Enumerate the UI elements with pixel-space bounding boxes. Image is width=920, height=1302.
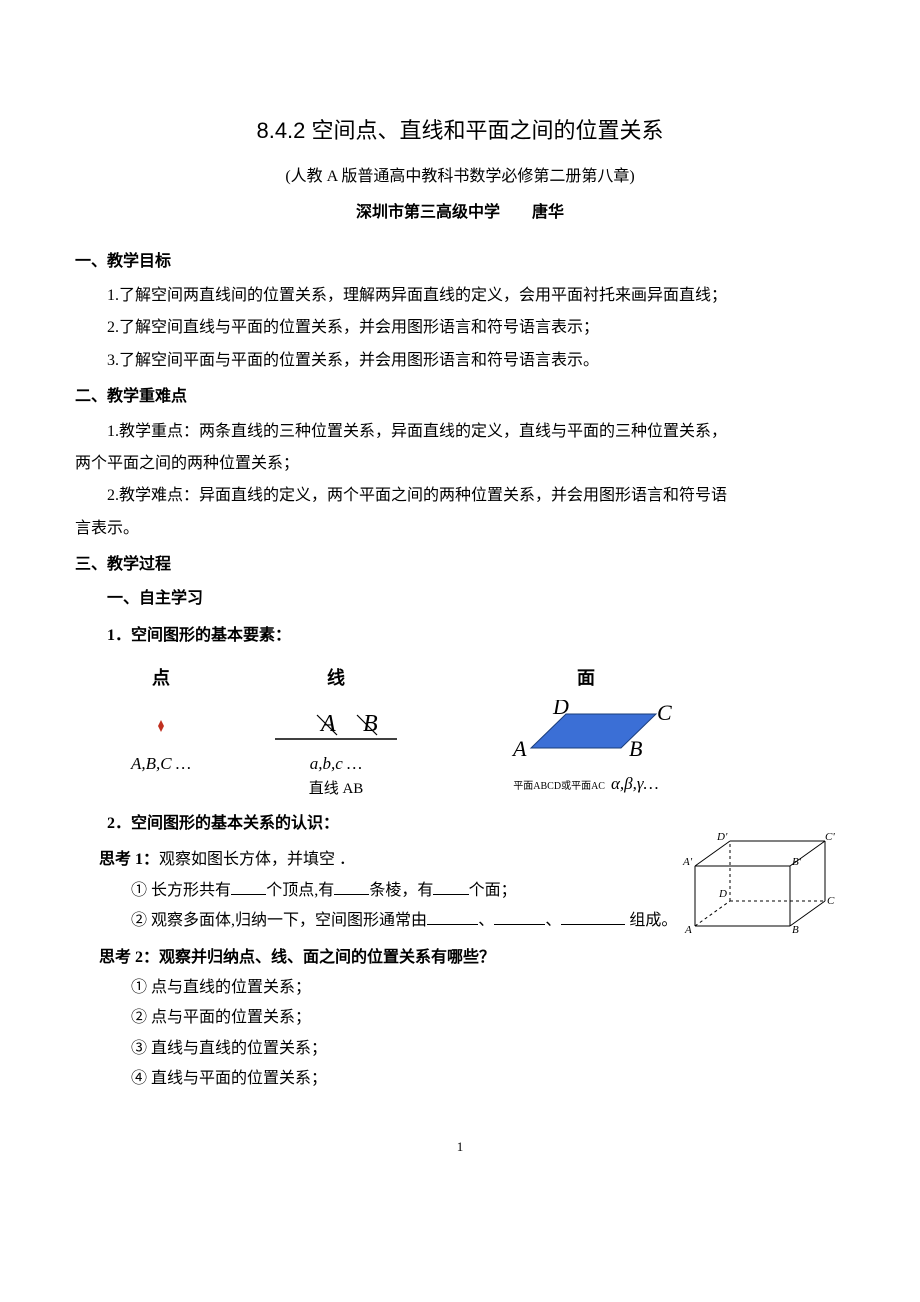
think2-label: 思考 2： <box>99 949 159 966</box>
relation-4: ④ 直线与平面的位置关系； <box>131 1064 845 1094</box>
svg-text:B': B' <box>792 856 802 868</box>
point-icon <box>151 716 171 736</box>
doc-author: 深圳市第三高级中学 唐华 <box>75 198 845 228</box>
blank-comp1 <box>427 909 478 925</box>
blank-vertices <box>231 879 266 895</box>
line-sub2: 直线 AB <box>271 780 401 800</box>
element-plane: 面 A B C D 平面ABCD或平面AC α,β,γ… <box>491 661 681 795</box>
svg-text:A: A <box>511 736 527 761</box>
line-figure: A B <box>271 703 401 749</box>
doc-title: 8.4.2 空间点、直线和平面之间的位置关系 <box>75 110 845 152</box>
think1-text: 观察如图长方体，并填空 ． <box>159 851 355 868</box>
plane-icon: A B C D <box>491 700 681 772</box>
svg-text:C: C <box>657 700 672 725</box>
thinking-1: A B C D A' B' C' D' 思考 1：观察如图长方体，并填空 ． <box>99 845 845 875</box>
basic-elements-row: 点 A,B,C … 线 A B a,b,c … 直线 AB 面 A <box>131 661 845 799</box>
sec2-p1: 1.教学重点：两条直线的三种位置关系，异面直线的定义，直线与平面的三种位置关系， <box>75 417 845 447</box>
relation-1: ① 点与直线的位置关系； <box>131 973 845 1003</box>
svg-text:A: A <box>319 711 336 737</box>
relation-2: ② 点与平面的位置关系； <box>131 1003 845 1033</box>
svg-text:A: A <box>684 924 692 936</box>
svg-text:D: D <box>552 700 569 719</box>
point-sub: A,B,C … <box>131 753 191 775</box>
blank-comp2 <box>494 909 545 925</box>
sec3-sub1: 一、自主学习 <box>107 584 845 614</box>
plane-title: 面 <box>491 661 681 695</box>
blank-faces <box>433 879 468 895</box>
line-sub1: a,b,c … <box>271 753 401 775</box>
svg-text:C': C' <box>825 831 835 843</box>
blank-edges <box>334 879 369 895</box>
sec1-p2: 2.了解空间直线与平面的位置关系，并会用图形语言和符号语言表示； <box>75 313 845 343</box>
point-title: 点 <box>131 661 191 695</box>
line-icon: A B <box>271 703 401 749</box>
point-figure <box>131 703 191 749</box>
relation-3: ③ 直线与直线的位置关系； <box>131 1034 845 1064</box>
svg-text:C: C <box>827 895 835 907</box>
section-1-head: 一、教学目标 <box>75 247 845 277</box>
think2-text: 观察并归纳点、线、面之间的位置关系有哪些？ <box>159 949 495 966</box>
cuboid-figure: A B C D A' B' C' D' <box>675 831 835 952</box>
plane-figure: A B C D <box>491 703 681 769</box>
sec2-p2: 2.教学难点：异面直线的定义，两个平面之间的两种位置关系，并会用图形语言和符号语 <box>75 481 845 511</box>
thinking-2: 思考 2：观察并归纳点、线、面之间的位置关系有哪些？ <box>99 943 845 973</box>
element-line: 线 A B a,b,c … 直线 AB <box>271 661 401 799</box>
svg-text:B: B <box>629 736 642 761</box>
page-number: 1 <box>75 1135 845 1160</box>
plane-sub1: α,β,γ… <box>611 773 659 795</box>
sec3-sub2: 1．空间图形的基本要素： <box>107 621 845 651</box>
sec2-p1c: 两个平面之间的两种位置关系； <box>75 449 845 479</box>
doc-subtitle: (人教 A 版普通高中教科书数学必修第二册第八章) <box>75 162 845 192</box>
svg-text:D': D' <box>716 831 728 843</box>
think1-label: 思考 1： <box>99 851 159 868</box>
sec2-p2c: 言表示。 <box>75 514 845 544</box>
svg-text:B: B <box>792 924 799 936</box>
element-point: 点 A,B,C … <box>131 661 191 775</box>
section-2-head: 二、教学重难点 <box>75 382 845 412</box>
plane-sub0: 平面ABCD或平面AC <box>513 780 605 793</box>
sec1-p1: 1.了解空间两直线间的位置关系，理解两异面直线的定义，会用平面衬托来画异面直线； <box>75 281 845 311</box>
sec1-p3: 3.了解空间平面与平面的位置关系，并会用图形语言和符号语言表示。 <box>75 346 845 376</box>
blank-comp3 <box>561 909 625 925</box>
line-title: 线 <box>271 661 401 695</box>
svg-text:A': A' <box>682 856 693 868</box>
svg-text:D: D <box>718 888 727 900</box>
section-3-head: 三、教学过程 <box>75 550 845 580</box>
